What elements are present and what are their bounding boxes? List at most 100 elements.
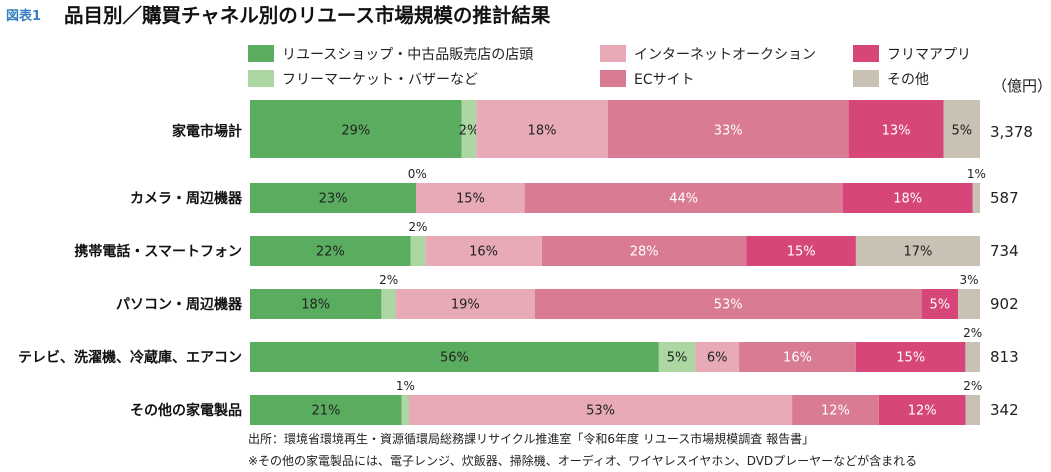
bar-segment — [607, 100, 849, 158]
legend-label: フリマアプリ — [887, 47, 971, 63]
legend-swatch — [853, 70, 879, 87]
total-value: 342 — [990, 401, 1019, 419]
data-label: 15% — [896, 351, 925, 366]
data-label: 5% — [930, 298, 951, 313]
bar-segment — [878, 395, 966, 425]
data-label: 23% — [319, 192, 348, 207]
data-label: 2% — [408, 220, 427, 234]
bar-segment — [396, 289, 535, 319]
legend-swatch — [600, 45, 626, 62]
category-label: 携帯電話・スマートフォン — [74, 243, 242, 260]
data-label: 21% — [311, 404, 340, 419]
bar-segment — [855, 236, 980, 266]
data-label: 5% — [667, 351, 688, 366]
data-label: 2% — [963, 379, 982, 393]
data-label: 28% — [630, 245, 659, 260]
bar-segment — [410, 236, 426, 266]
bar-segment — [250, 183, 417, 213]
data-label: 19% — [451, 298, 480, 313]
data-label: 12% — [908, 404, 937, 419]
bar-segment — [461, 100, 477, 158]
data-label: 1% — [967, 167, 986, 181]
bar-segment — [921, 289, 959, 319]
legend-label: その他 — [887, 72, 929, 88]
total-value: 3,378 — [990, 123, 1033, 141]
total-value: 813 — [990, 348, 1019, 366]
bars: 家電市場計 3,378 29% 2% 18% 33% 13% 5% カメラ・周辺機器 587 23%… — [18, 100, 1033, 425]
bar-segment — [416, 183, 525, 213]
category-label: 家電市場計 — [172, 123, 242, 140]
bar-segment — [739, 342, 856, 372]
legend-label: リユースショップ・中古品販売店の店頭 — [282, 47, 533, 63]
data-label: 17% — [903, 245, 932, 260]
bar-segment — [534, 289, 922, 319]
data-label: 13% — [882, 123, 911, 138]
bar-segment — [425, 236, 542, 266]
unit-label: （億円） — [992, 77, 1051, 95]
bar-segment — [695, 342, 740, 372]
data-label: 6% — [707, 351, 728, 366]
bar-segment — [746, 236, 856, 266]
bar-segment — [250, 395, 402, 425]
bar-segment — [943, 100, 980, 158]
legend-label: ECサイト — [634, 72, 695, 88]
bar-segment — [972, 183, 980, 213]
data-label: 18% — [893, 192, 922, 207]
data-label: 18% — [528, 123, 557, 138]
data-label: 2% — [459, 123, 480, 138]
category-label: パソコン・周辺機器 — [116, 296, 243, 313]
bar-segment — [965, 395, 980, 425]
figure-label: 図表1 — [6, 8, 41, 24]
bar-segment — [792, 395, 879, 425]
bar-segment — [401, 395, 410, 425]
data-label: 56% — [440, 351, 469, 366]
data-label: 2% — [379, 273, 398, 287]
data-label: 0% — [408, 167, 427, 181]
bar-segment — [250, 100, 462, 158]
data-label: 16% — [469, 245, 498, 260]
data-label: 2% — [963, 326, 982, 340]
data-label: 5% — [951, 123, 972, 138]
data-label: 16% — [783, 351, 812, 366]
legend-swatch — [248, 45, 274, 62]
category-label: テレビ、洗濯機、冷蔵庫、エアコン — [18, 349, 242, 366]
bar-segment — [250, 289, 382, 319]
legend-label: インターネットオークション — [634, 47, 816, 63]
legend-label: フリーマーケット・バザーなど — [282, 72, 478, 88]
legend-swatch — [600, 70, 626, 87]
total-value: 734 — [990, 242, 1019, 260]
data-label: 33% — [714, 123, 743, 138]
bar-segment — [855, 342, 966, 372]
legend-swatch — [248, 70, 274, 87]
source-note: 出所：環境省環境再生・資源循環局総務課リサイクル推進室「令和6年度 リユース市場… — [248, 431, 814, 446]
bar-segment — [965, 342, 980, 372]
bar-segment — [958, 289, 980, 319]
category-label: カメラ・周辺機器 — [130, 190, 243, 207]
bar-segment — [381, 289, 396, 319]
data-label: 15% — [787, 245, 816, 260]
bar-segment — [476, 100, 608, 158]
bar-segment — [842, 183, 973, 213]
data-label: 3% — [960, 273, 979, 287]
data-label: 15% — [456, 192, 485, 207]
bar-segment — [409, 395, 793, 425]
legend-swatch — [853, 45, 879, 62]
bar-segment — [250, 236, 411, 266]
total-value: 902 — [990, 295, 1019, 313]
category-label: その他の家電製品 — [130, 402, 242, 419]
data-label: 1% — [396, 379, 415, 393]
data-label: 29% — [341, 123, 370, 138]
bar-segment — [250, 342, 659, 372]
footnote: ※その他の家電製品には、電子レンジ、炊飯器、掃除機、オーディオ、ワイヤレスイヤホ… — [248, 453, 917, 468]
data-label: 44% — [669, 192, 698, 207]
data-label: 53% — [586, 404, 615, 419]
total-value: 587 — [990, 189, 1019, 207]
bar-segment — [524, 183, 843, 213]
data-label: 53% — [714, 298, 743, 313]
data-label: 12% — [821, 404, 850, 419]
data-label: 22% — [316, 245, 345, 260]
bar-segment — [848, 100, 944, 158]
